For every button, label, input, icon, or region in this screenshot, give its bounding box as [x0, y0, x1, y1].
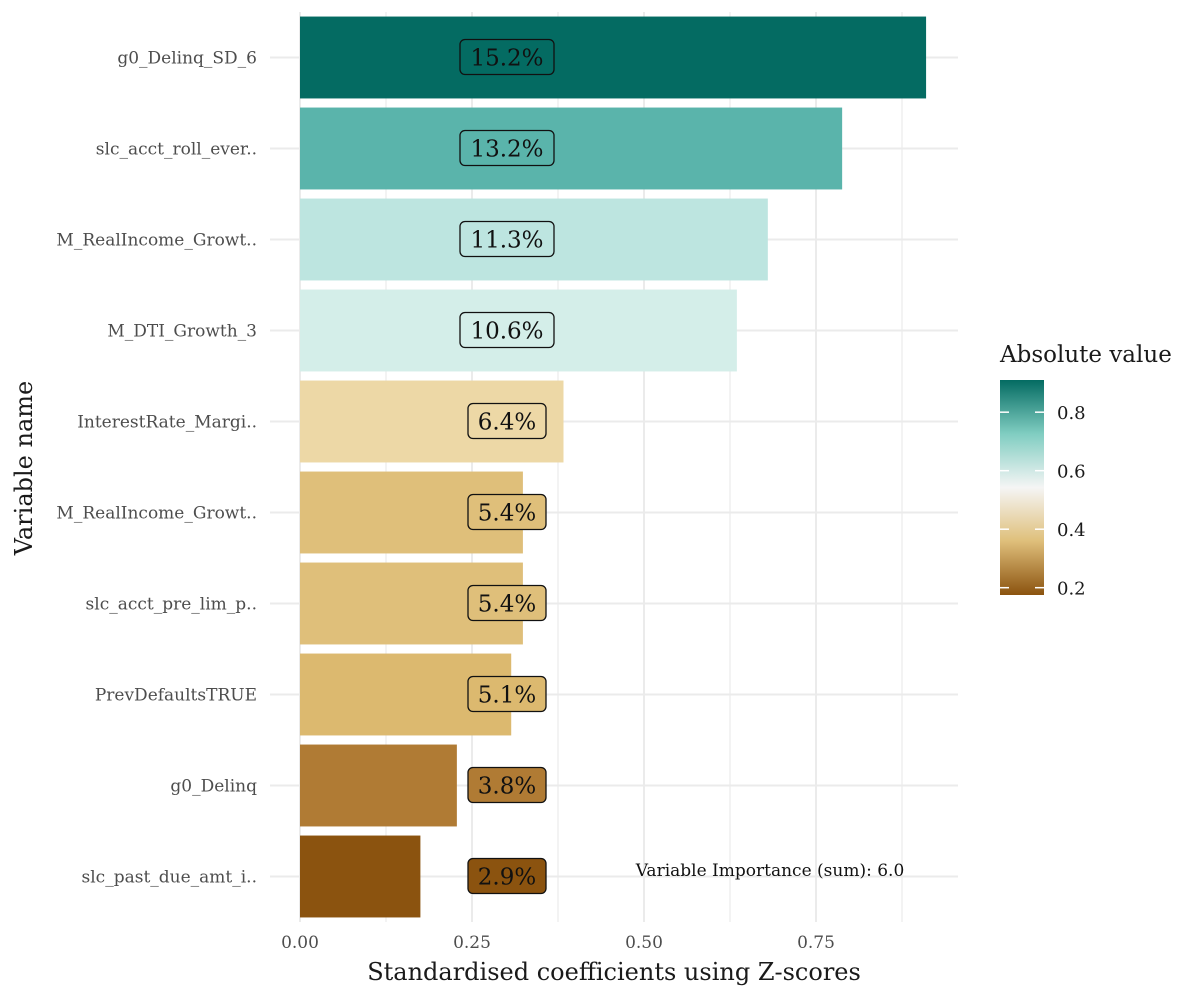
bars [300, 16, 927, 918]
data-label-box [467, 402, 547, 440]
bar-data-label: 6.4% [467, 402, 547, 440]
legend-tick-label: 0.8 [1057, 403, 1086, 424]
bar-data-label: 5.4% [467, 584, 547, 622]
data-label-text: 2.9% [478, 865, 536, 891]
y-tick-label: g0_Delinq_SD_6 [117, 49, 257, 69]
data-label-text: 13.2% [470, 137, 543, 163]
data-label-box [467, 493, 547, 531]
legend-tick-label: 0.4 [1057, 520, 1086, 541]
x-tick-label: 0.75 [797, 933, 835, 953]
y-tick-label: g0_Delinq [170, 777, 257, 797]
y-tick-label: M_DTI_Growth_3 [107, 322, 257, 342]
bar-data-label: 5.4% [467, 493, 547, 531]
x-tick-label: 0.25 [453, 933, 491, 953]
data-label-box [459, 311, 555, 349]
legend-tick-label: 0.6 [1057, 462, 1086, 483]
data-label-text: 15.2% [470, 46, 543, 72]
data-label-box [467, 584, 547, 622]
data-label-box [459, 38, 555, 76]
data-label-box [467, 857, 547, 895]
legend-ticks: 0.2 0.4 0.6 0.8 [1000, 403, 1086, 600]
legend-gradient-bar [1000, 380, 1044, 595]
y-tick-label: slc_past_due_amt_i.. [82, 868, 257, 888]
legend-title: Absolute value [999, 342, 1172, 368]
x-tick-label: 0.00 [281, 933, 319, 953]
y-tick-label: M_RealIncome_Growt.. [56, 231, 257, 251]
bar-data-labels: 15.2% 13.2% 11.3% 10.6% 6.4% 5.4% 5.4% 5.1% 3.8%… [459, 38, 555, 895]
y-tick-label: slc_acct_roll_ever.. [96, 140, 257, 160]
data-label-box [459, 129, 555, 167]
y-tick-label: M_RealIncome_Growt.. [56, 504, 257, 524]
data-label-text: 5.4% [478, 592, 536, 618]
data-label-text: 3.8% [478, 774, 536, 800]
bar-data-label: 2.9% [467, 857, 547, 895]
x-tick-label: 0.50 [625, 933, 663, 953]
x-tick-labels: 0.00 0.25 0.50 0.75 [281, 933, 835, 953]
bar [300, 107, 843, 190]
bar-data-label: 11.3% [459, 220, 555, 258]
y-tick-label: PrevDefaultsTRUE [95, 686, 257, 706]
y-tick-label: slc_acct_pre_lim_p.. [86, 595, 257, 615]
data-label-box [459, 220, 555, 258]
legend-tick-label: 0.2 [1057, 579, 1086, 600]
bar [300, 835, 421, 918]
data-label-text: 11.3% [470, 228, 543, 254]
color-legend: Absolute value 0.2 0.4 0.6 0.8 [999, 342, 1172, 600]
bar [300, 16, 927, 99]
data-label-text: 6.4% [478, 410, 536, 436]
data-label-text: 5.4% [478, 501, 536, 527]
y-tick-labels: g0_Delinq_SD_6 slc_acct_roll_ever.. M_Real… [56, 49, 257, 888]
bar-data-label: 10.6% [459, 311, 555, 349]
bar-data-label: 15.2% [459, 38, 555, 76]
data-label-box [467, 766, 547, 804]
bar [300, 744, 457, 827]
x-axis-title: Standardised coefficients using Z-scores [367, 958, 861, 986]
y-tick-label: InterestRate_Margi.. [77, 413, 257, 433]
bar-data-label: 5.1% [467, 675, 547, 713]
bar-data-label: 3.8% [467, 766, 547, 804]
bar-data-label: 13.2% [459, 129, 555, 167]
variable-importance-annotation: Variable Importance (sum): 6.0 [635, 861, 905, 881]
y-axis-title: Variable name [10, 381, 38, 557]
data-label-text: 10.6% [470, 319, 543, 345]
data-label-box [467, 675, 547, 713]
data-label-text: 5.1% [478, 683, 536, 709]
